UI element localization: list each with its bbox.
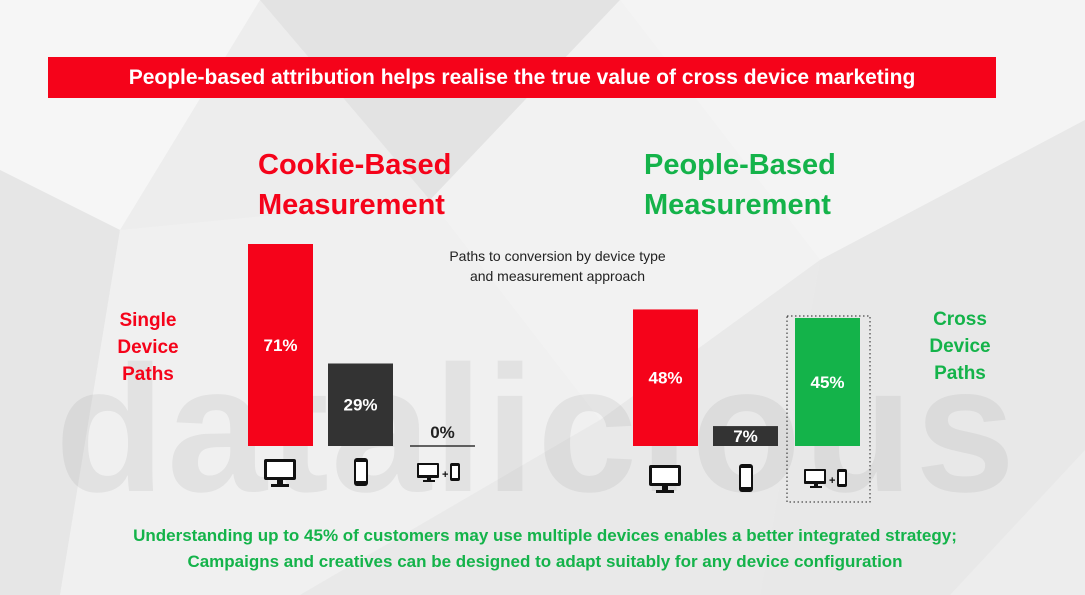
plus-sign: + [442,469,448,481]
bar-2-1 [633,309,698,446]
cross-device-highlight-box [786,315,871,503]
combo-mobile-screen [452,466,458,478]
side-left-line2: Device [117,337,179,358]
desktop-icon-neck [277,480,283,485]
desktop-plus-mobile-icon-2-3: + [804,469,847,488]
bar-2-2 [713,426,778,446]
footer-line1: Understanding up to 45% of customers may… [133,526,957,545]
combo-desktop-display [419,465,437,475]
banner-title: People-based attribution helps realise t… [48,57,996,98]
side-left-line3: Paths [122,364,174,385]
side-right-line3: Paths [934,363,986,384]
desktop-plus-mobile-icon-1-3: + [417,463,460,482]
caption-line2: and measurement approach [469,268,646,284]
footer-line2: Campaigns and creatives can be designed … [187,552,903,571]
bar-label-2-3: 45% [810,373,844,392]
bar-label-2-2: 7% [733,427,758,446]
mobile-icon-1-2 [354,458,368,486]
desktop-icon-2-1 [649,465,681,493]
cross-device-paths-label: Cross Device Paths [910,306,1010,387]
combo-desktop-neck [814,484,818,487]
desktop-icon-1-1 [264,459,296,487]
caption-line1: Paths to conversion by device type [449,248,666,264]
desktop-icon-display [267,462,293,477]
combo-desktop-base [423,480,435,482]
chart-caption: Paths to conversion by device type and m… [410,246,705,286]
cookie-heading-line1: Cookie-Based [258,149,452,181]
people-based-heading: People-Based Measurement [644,145,874,225]
mobile-icon-2-2 [739,464,753,492]
desktop-icon-display [652,468,678,483]
mobile-icon-screen [356,462,366,481]
footer-text: Understanding up to 45% of customers may… [30,523,1060,575]
desktop-icon-base [656,490,674,493]
plus-sign: + [829,475,835,487]
side-right-line2: Device [929,336,991,357]
people-heading-line2: Measurement [644,189,831,221]
combo-desktop-display [806,471,824,481]
bar-label-1-2: 29% [343,396,377,415]
bar-1-2 [328,363,393,446]
single-device-paths-label: Single Device Paths [98,307,198,388]
cookie-heading-line2: Measurement [258,189,445,221]
people-heading-line1: People-Based [644,149,836,181]
combo-desktop-neck [427,478,431,481]
bar-label-2-1: 48% [648,369,682,388]
combo-desktop-base [810,486,822,488]
bar-1-1 [248,244,313,446]
desktop-icon-neck [662,486,668,491]
mobile-icon-screen [741,468,751,487]
desktop-icon-base [271,484,289,487]
side-right-line1: Cross [933,309,987,330]
combo-mobile-screen [839,472,845,484]
side-left-line1: Single [119,310,177,331]
cookie-based-heading: Cookie-Based Measurement [258,145,488,225]
bar-2-3 [795,317,860,446]
bar-label-1-1: 71% [263,336,297,355]
bar-label-1-3: 0% [430,423,455,442]
